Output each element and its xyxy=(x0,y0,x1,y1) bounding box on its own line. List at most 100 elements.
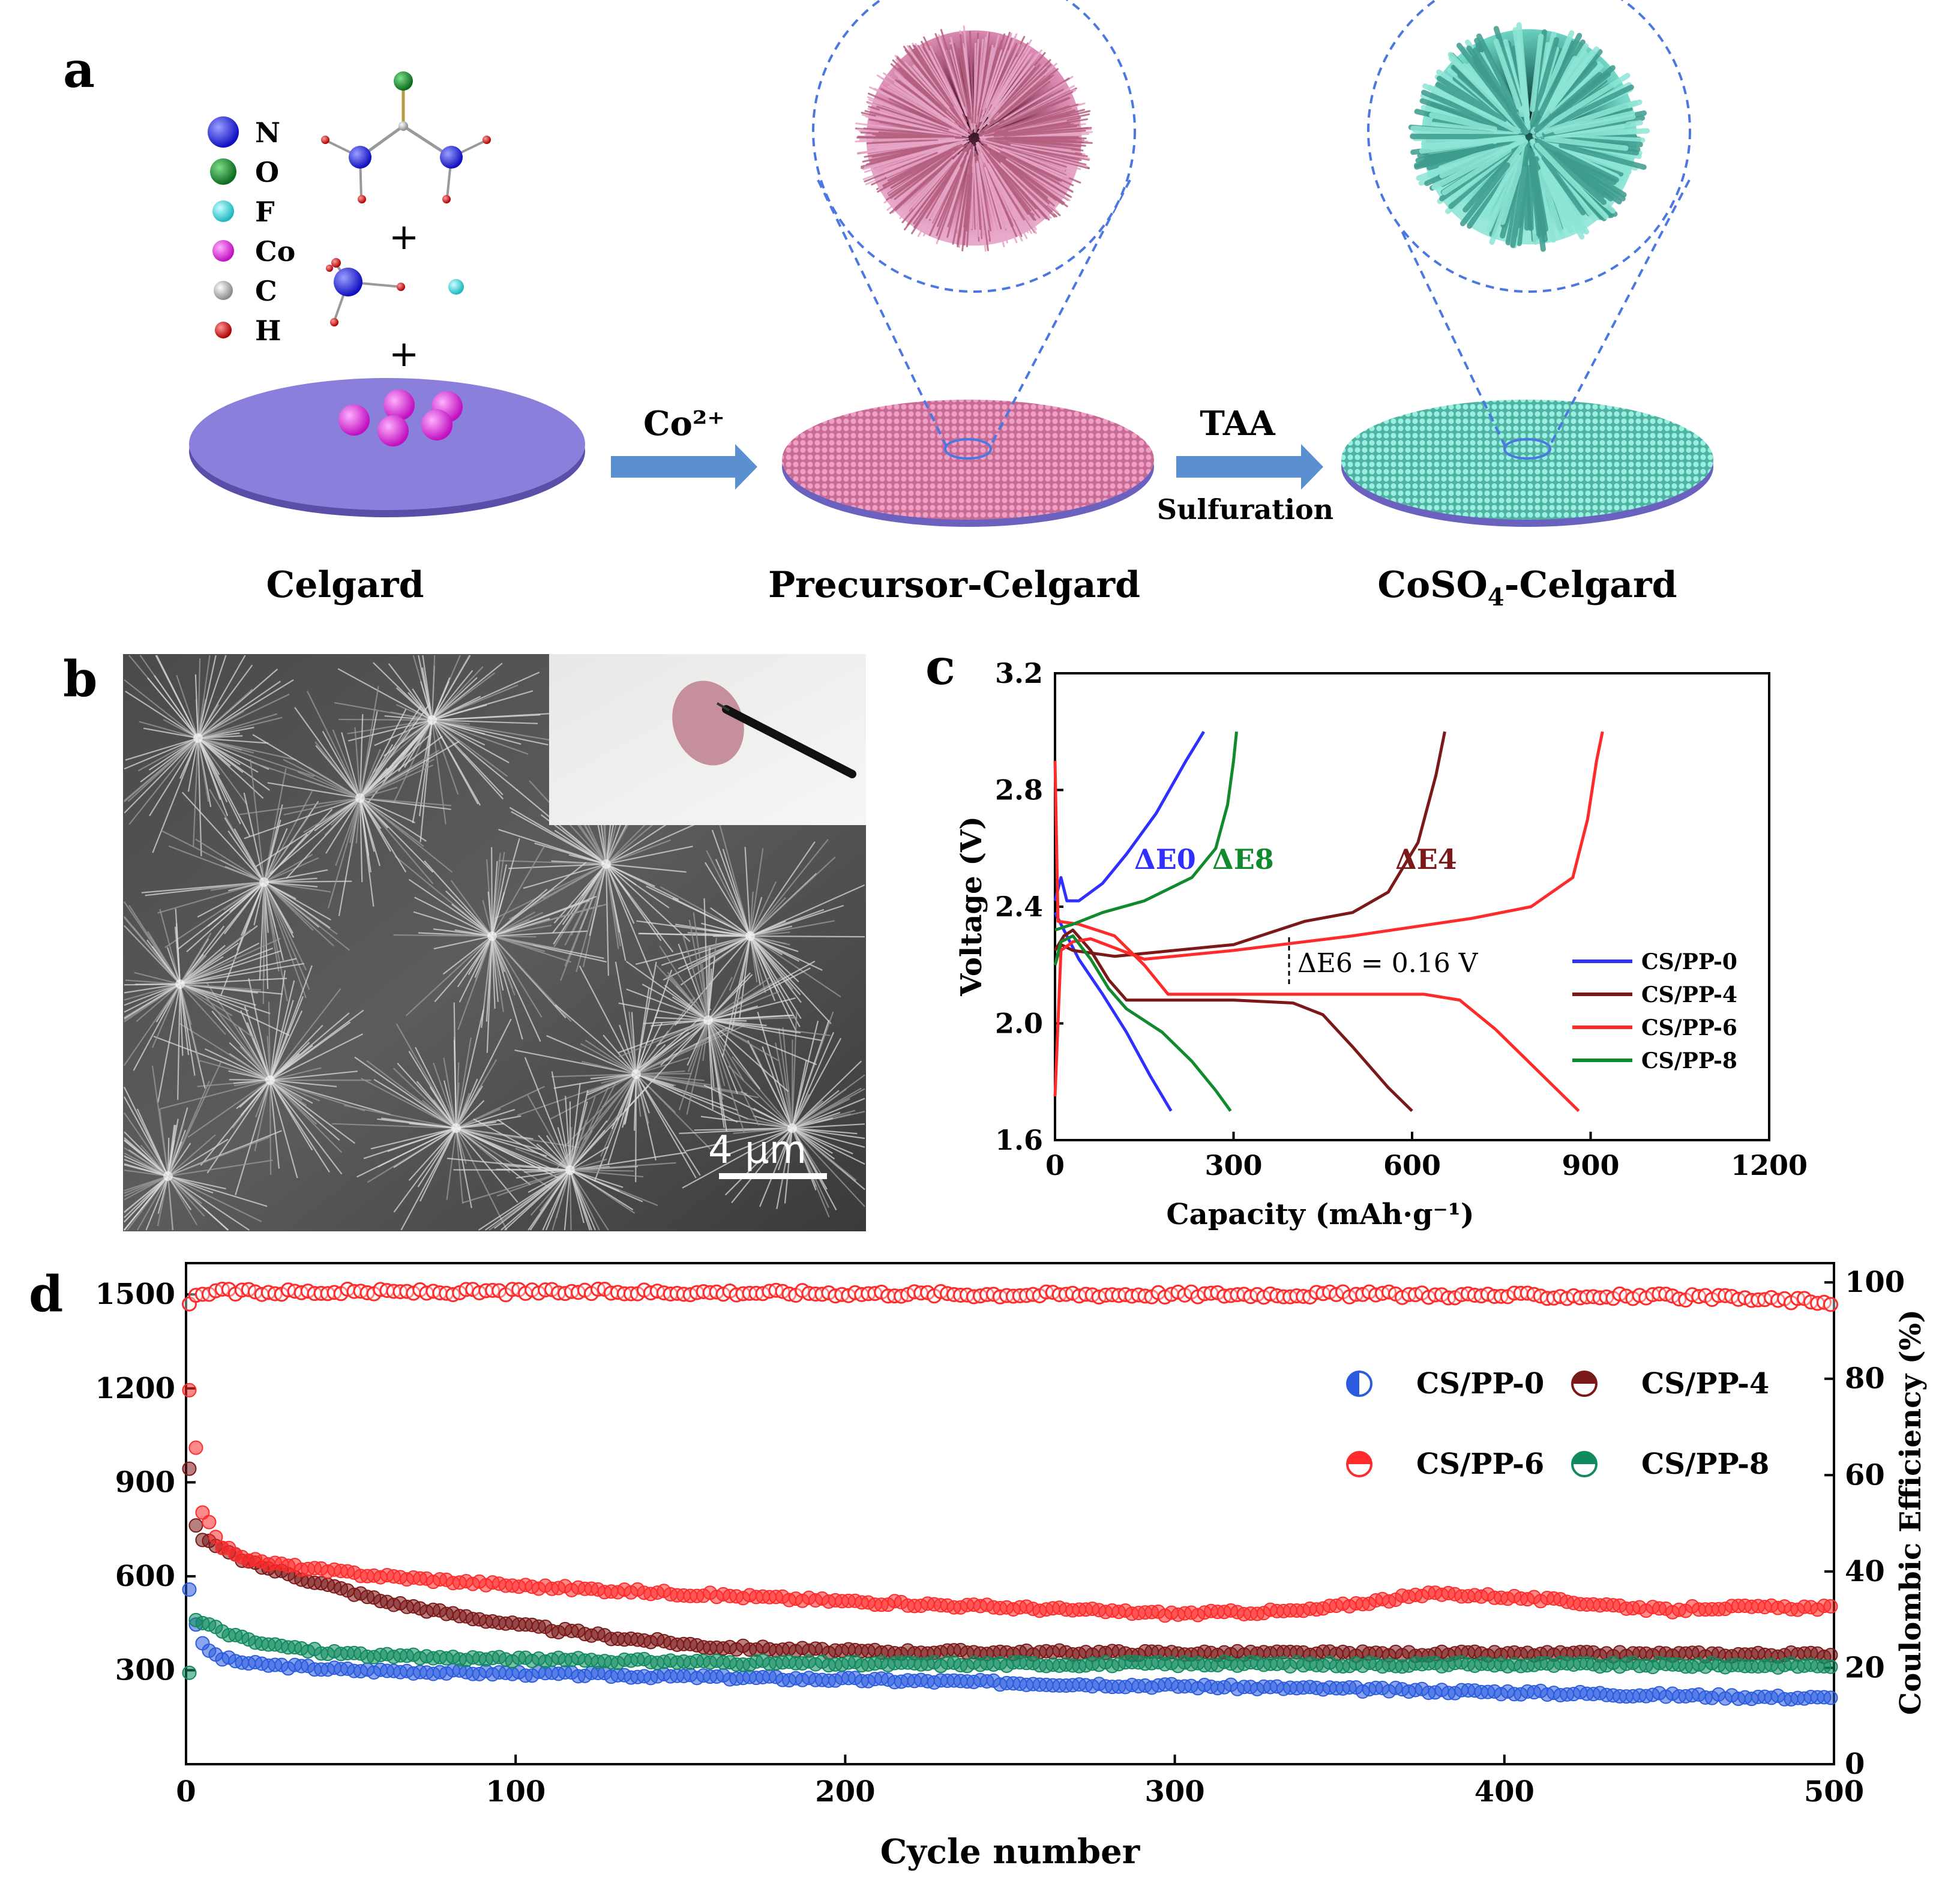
chart-d-legend-label-2: CS/PP-6 xyxy=(1416,1447,1544,1481)
chart-d-point xyxy=(182,1383,197,1398)
panel-label-b: b xyxy=(63,650,97,708)
chart-d-series xyxy=(181,1281,1839,1707)
plus-sign-2: + xyxy=(389,333,419,375)
legend-atom-co-icon xyxy=(212,240,234,262)
chart-c-xtick-3: 900 xyxy=(1562,1149,1619,1182)
chart-c-ytick-3: 2.8 xyxy=(995,774,1043,806)
chart-d-point xyxy=(208,1530,223,1545)
chart-d-ytick-right-0: 0 xyxy=(1845,1747,1865,1781)
chart-c-ytick-0: 1.6 xyxy=(995,1124,1043,1156)
legend-atom-o-icon xyxy=(210,158,236,185)
arrow-co2plus xyxy=(611,444,757,490)
chart-d-ytick-1: 600 xyxy=(115,1560,175,1593)
chart-c-legend-label-1: CS/PP-4 xyxy=(1641,982,1737,1008)
panel-label-d: d xyxy=(29,1266,63,1323)
legend-atom-o-label: O xyxy=(255,156,279,188)
chart-d-ytick-right-1: 20 xyxy=(1845,1651,1885,1684)
arrow-co2plus-label: Co²⁺ xyxy=(643,404,725,443)
chart-c-xtick-2: 600 xyxy=(1383,1149,1441,1182)
chart-c-line-cs-pp-4-charge xyxy=(1053,731,1446,966)
chart-d-legend-label-0: CS/PP-0 xyxy=(1416,1367,1544,1401)
chart-c-xtick-4: 1200 xyxy=(1731,1149,1808,1182)
legend-atom-n-label: N xyxy=(255,116,280,149)
chart-c-ytick-1: 2.0 xyxy=(995,1008,1043,1040)
chart-d-ytick-right-5: 100 xyxy=(1845,1266,1905,1299)
panel-label-a: a xyxy=(63,41,95,99)
chart-d-xlabel: Cycle number xyxy=(880,1832,1141,1872)
chart-c-ytick-2: 2.4 xyxy=(995,890,1043,923)
panel-c: c 0 300 600 900 1200 1.6 2.0 2.4 2.8 3.2 CS/PP-0C… xyxy=(925,638,1808,1231)
legend-atom-f-icon xyxy=(212,200,234,222)
chart-d-legend: CS/PP-0 CS/PP-4 CS/PP-6 CS/PP-8 xyxy=(1346,1367,1769,1481)
chart-d-series-cs-pp-4 xyxy=(182,1461,1838,1664)
chart-c-ylabel: Voltage (V) xyxy=(955,816,988,997)
chart-d-point xyxy=(182,1582,197,1597)
chart-d-ce-point xyxy=(1823,1297,1839,1312)
scale-bar-label: 4 µm xyxy=(708,1128,807,1173)
chart-c-series xyxy=(1053,730,1604,1113)
panel-a: a NOF Co CH + xyxy=(63,0,1713,611)
chart-d-ticks: 0 100 200 300 400 500 300 600 900 1200 1500 0 20 40 60… xyxy=(95,1266,1905,1809)
chart-d-ytick-2: 900 xyxy=(115,1465,175,1499)
chart-d-xtick-1: 100 xyxy=(485,1775,546,1809)
chart-d-xtick-5: 500 xyxy=(1804,1775,1864,1809)
chart-d-ytick-right-2: 40 xyxy=(1845,1555,1885,1588)
coso4-zoom-lines xyxy=(1367,0,1691,447)
chart-d-frame xyxy=(185,1262,1835,1765)
chart-c-line-cs-pp-6-discharge xyxy=(1053,760,1580,1113)
precursor-nanowire-urchin xyxy=(855,25,1093,252)
arrow-taa-label: TAA xyxy=(1200,404,1276,443)
legend-atom-n-icon xyxy=(208,116,239,148)
chart-c-xtick-0: 0 xyxy=(1045,1149,1065,1182)
chart-c-line-cs-pp-0-discharge xyxy=(1053,911,1173,1112)
chart-d-series-cs-pp-6 xyxy=(181,1281,1839,1623)
chart-d-xtick-2: 200 xyxy=(815,1775,875,1809)
chart-d-point xyxy=(182,1461,197,1476)
panel-d: d 0 100 200 300 400 500 300 600 900 1200 1500 0 20 40… xyxy=(29,1262,1928,1872)
chart-d-point xyxy=(1823,1599,1838,1614)
chart-d-series-cs-pp-8 xyxy=(182,1612,1838,1680)
stage-label-celgard: Celgard xyxy=(266,564,424,606)
legend-atom-c-label: C xyxy=(255,275,277,307)
legend-atom-f-label: F xyxy=(255,196,275,228)
stage-label-coso4: CoSO4-Celgard xyxy=(1377,564,1677,611)
chart-c-legend-label-3: CS/PP-8 xyxy=(1641,1048,1737,1074)
panel-b: b 4 µm xyxy=(63,650,866,1231)
chart-d-ytick-right-4: 80 xyxy=(1845,1362,1885,1396)
chart-d-series-cs-pp-0 xyxy=(182,1582,1838,1707)
atom-legend: NOF Co CH xyxy=(208,116,295,347)
chart-d-ytick-3: 1200 xyxy=(95,1372,175,1405)
chart-d-point xyxy=(1823,1659,1838,1674)
annotation-de8: ΔE8 xyxy=(1212,843,1274,875)
chart-c-line-cs-pp-8-charge xyxy=(1054,731,1238,932)
sem-nanowire-clusters xyxy=(124,655,865,1231)
coso4-celgard-disk xyxy=(1341,400,1713,527)
chart-d-xtick-0: 0 xyxy=(176,1775,196,1809)
stage-label-coso4-sub: 4 xyxy=(1488,583,1505,611)
chart-c-ticks: 0 300 600 900 1200 1.6 2.0 2.4 2.8 3.2 xyxy=(995,657,1808,1182)
stage-label-precursor: Precursor-Celgard xyxy=(768,564,1140,606)
chart-d-point xyxy=(202,1515,217,1530)
chart-d-ylabel-right: Coulombic Efficiency (%) xyxy=(1894,1309,1928,1715)
chart-c-legend: CS/PP-0 CS/PP-4 CS/PP-6 CS/PP-8 xyxy=(1572,949,1737,1074)
annotation-de4: ΔE4 xyxy=(1395,843,1457,875)
chart-c-ytick-4: 3.2 xyxy=(995,657,1043,689)
chart-d-xtick-4: 400 xyxy=(1475,1775,1535,1809)
chart-d-legend-label-1: CS/PP-4 xyxy=(1641,1367,1769,1401)
molecule-ligand-2 xyxy=(326,258,464,326)
panel-label-c: c xyxy=(925,638,955,696)
legend-atom-c-icon xyxy=(214,281,233,300)
chart-c-xtick-1: 300 xyxy=(1204,1149,1262,1182)
arrow-taa xyxy=(1176,444,1323,490)
stage-label-coso4-prefix: CoSO xyxy=(1377,564,1487,606)
precursor-celgard-disk xyxy=(782,400,1154,527)
inset-photo xyxy=(549,654,866,825)
chart-c-xlabel: Capacity (mAh·g⁻¹) xyxy=(1166,1198,1474,1231)
celgard-disk xyxy=(189,378,585,517)
annotation-de0: ΔE0 xyxy=(1134,843,1196,875)
plus-sign-1: + xyxy=(389,216,419,258)
arrow-sulfuration-label: Sulfuration xyxy=(1157,493,1333,526)
stage-label-coso4-suffix: -Celgard xyxy=(1505,564,1677,606)
legend-atom-h-label: H xyxy=(255,314,281,347)
